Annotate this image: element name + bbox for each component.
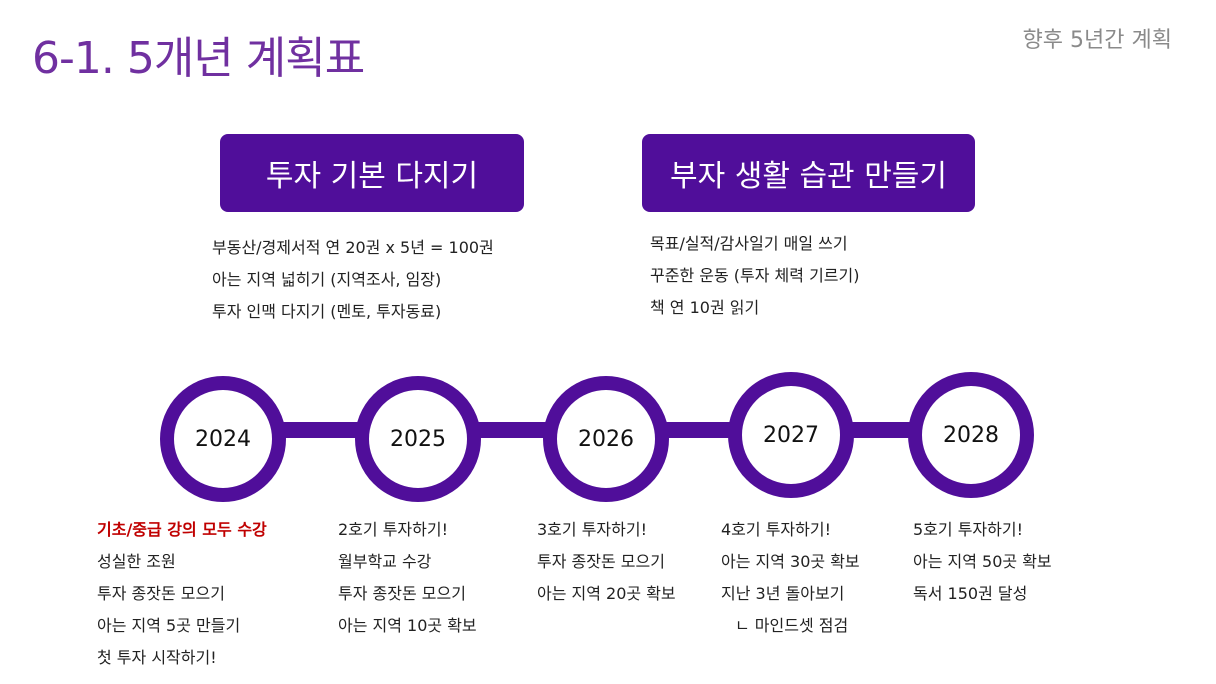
list-item: 목표/실적/감사일기 매일 쓰기 — [650, 234, 848, 253]
page-subtitle: 향후 5년간 계획 — [1022, 28, 1172, 53]
list-item: 꾸준한 운동 (투자 체력 기르기) — [650, 266, 860, 285]
list-item: 첫 투자 시작하기! — [97, 648, 217, 667]
list-item: 아는 지역 10곳 확보 — [338, 616, 477, 635]
list-item: 아는 지역 20곳 확보 — [537, 584, 676, 603]
list-item: 3호기 투자하기! — [537, 520, 647, 539]
goal-list-habits: 목표/실적/감사일기 매일 쓰기 꾸준한 운동 (투자 체력 기르기) 책 연 … — [650, 228, 859, 324]
list-item: 부동산/경제서적 연 20권 x 5년 = 100권 — [212, 238, 494, 257]
list-item: 아는 지역 5곳 만들기 — [97, 616, 241, 635]
plan-list-2025: 2호기 투자하기! 월부학교 수강 투자 종잣돈 모으기 아는 지역 10곳 확… — [338, 514, 477, 642]
list-item-highlight: 기초/중급 강의 모두 수강 — [97, 520, 267, 539]
year-node-2024: 2024 — [160, 376, 286, 502]
list-item: 투자 종잣돈 모으기 — [338, 584, 466, 603]
list-item: 아는 지역 넓히기 (지역조사, 임장) — [212, 270, 442, 289]
page-title: 6-1. 5개년 계획표 — [32, 33, 365, 84]
plan-list-2027: 4호기 투자하기! 아는 지역 30곳 확보 지난 3년 돌아보기 ㄴ 마인드셋… — [721, 514, 860, 642]
list-item: 독서 150권 달성 — [913, 584, 1028, 603]
goal-list-basics: 부동산/경제서적 연 20권 x 5년 = 100권 아는 지역 넓히기 (지역… — [212, 232, 494, 328]
list-item: 성실한 조원 — [97, 552, 176, 571]
list-item: 아는 지역 30곳 확보 — [721, 552, 860, 571]
year-node-2027: 2027 — [728, 372, 854, 498]
goal-box-habits: 부자 생활 습관 만들기 — [642, 134, 975, 212]
plan-list-2028: 5호기 투자하기! 아는 지역 50곳 확보 독서 150권 달성 — [913, 514, 1052, 610]
list-item: 투자 종잣돈 모으기 — [97, 584, 225, 603]
list-item: 월부학교 수강 — [338, 552, 432, 571]
year-node-2028: 2028 — [908, 372, 1034, 498]
plan-list-2026: 3호기 투자하기! 투자 종잣돈 모으기 아는 지역 20곳 확보 — [537, 514, 676, 610]
plan-list-2024: 기초/중급 강의 모두 수강 성실한 조원 투자 종잣돈 모으기 아는 지역 5… — [97, 514, 267, 674]
list-item: 투자 종잣돈 모으기 — [537, 552, 665, 571]
list-item: 투자 인맥 다지기 (멘토, 투자동료) — [212, 302, 442, 321]
list-item: 지난 3년 돌아보기 — [721, 584, 845, 603]
list-item: ㄴ 마인드셋 점검 — [735, 616, 849, 635]
list-item: 4호기 투자하기! — [721, 520, 831, 539]
list-item: 책 연 10권 읽기 — [650, 298, 760, 317]
year-node-2025: 2025 — [355, 376, 481, 502]
list-item: 아는 지역 50곳 확보 — [913, 552, 1052, 571]
year-node-2026: 2026 — [543, 376, 669, 502]
list-item: 5호기 투자하기! — [913, 520, 1023, 539]
goal-box-basics: 투자 기본 다지기 — [220, 134, 524, 212]
list-item: 2호기 투자하기! — [338, 520, 448, 539]
